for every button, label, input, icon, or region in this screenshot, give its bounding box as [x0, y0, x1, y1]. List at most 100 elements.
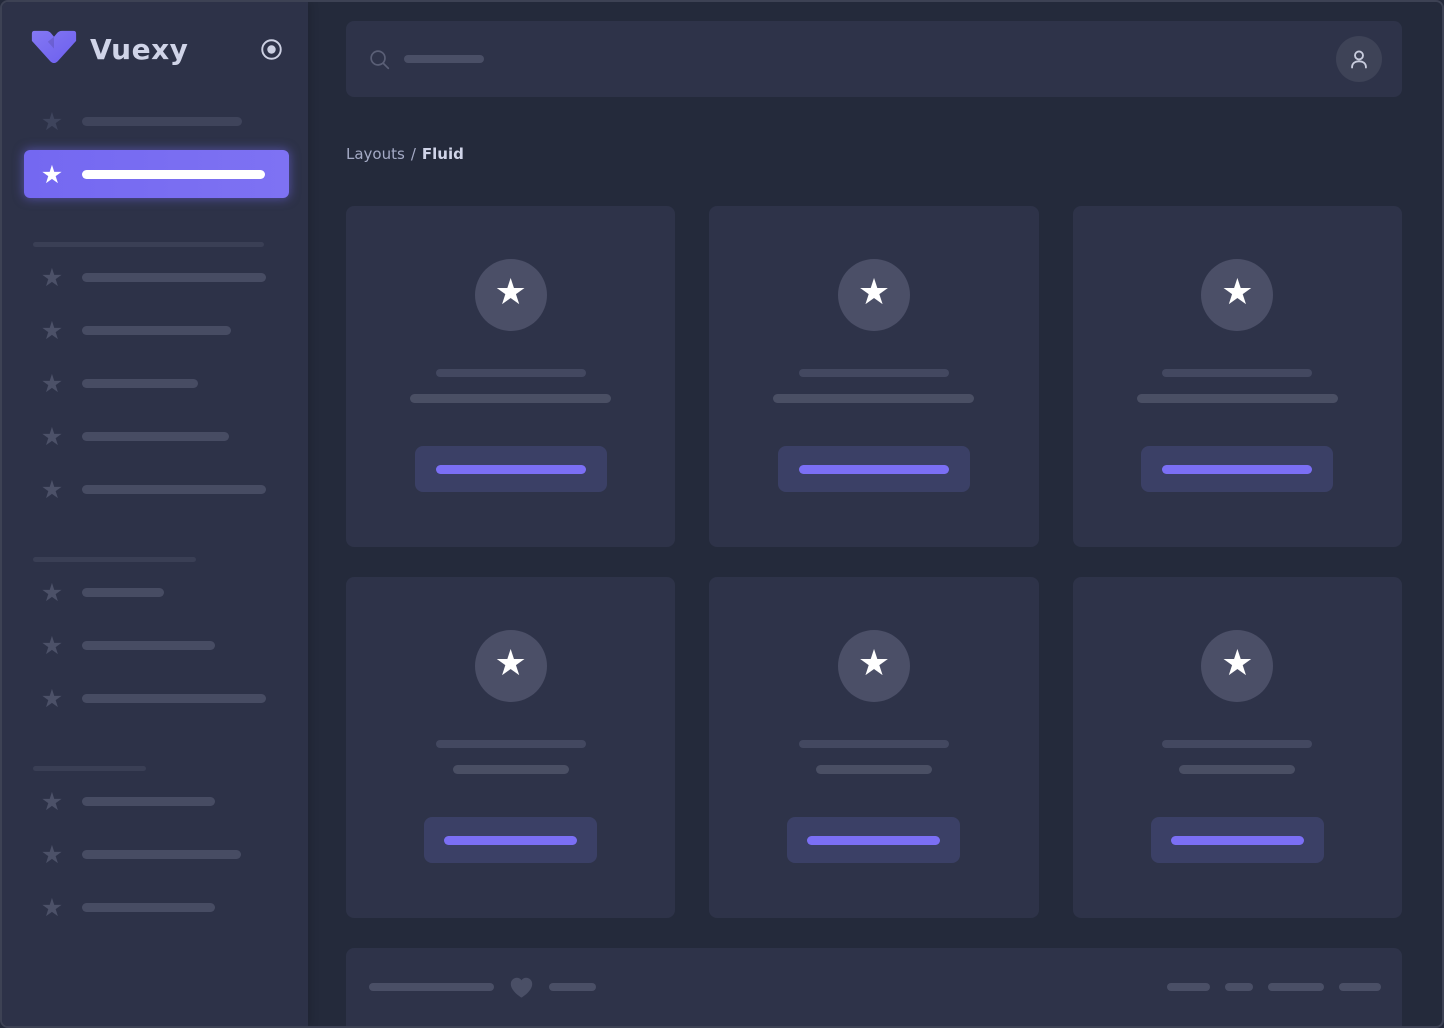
star-icon: ★	[40, 892, 64, 922]
sidebar-item[interactable]: ★	[24, 883, 289, 931]
card: ★	[709, 206, 1039, 547]
card-subtitle-placeholder	[452, 765, 569, 774]
star-icon: ★	[40, 786, 64, 816]
card-button[interactable]	[414, 446, 607, 492]
card-avatar: ★	[474, 630, 547, 702]
card-avatar: ★	[1201, 630, 1274, 702]
star-icon: ★	[857, 272, 891, 313]
card: ★	[346, 577, 676, 918]
brand: Vuexy	[2, 2, 308, 97]
card-subtitle-placeholder	[410, 394, 612, 403]
menu-label-placeholder	[82, 484, 266, 494]
sidebar-item[interactable]: ★	[24, 777, 289, 825]
menu-label-placeholder	[82, 325, 231, 335]
button-label-placeholder	[807, 835, 941, 845]
menu-label-placeholder	[82, 116, 242, 126]
card-button[interactable]	[777, 446, 970, 492]
star-icon: ★	[857, 643, 891, 684]
sidebar-item[interactable]: ★	[24, 359, 289, 407]
breadcrumb-parent[interactable]: Layouts	[346, 145, 405, 163]
sidebar-item[interactable]: ★	[24, 97, 289, 145]
breadcrumb: Layouts / Fluid	[346, 144, 1402, 164]
footer-link-placeholder	[1339, 983, 1381, 991]
card-title-placeholder	[798, 369, 949, 377]
breadcrumb-separator: /	[410, 145, 416, 163]
menu-label-placeholder	[82, 902, 215, 912]
star-icon: ★	[40, 159, 64, 189]
search-icon	[368, 48, 391, 71]
menu-label-placeholder	[82, 849, 241, 859]
main-content: Layouts / Fluid ★ ★ ★ ★	[308, 2, 1442, 1026]
menu-label-placeholder	[82, 169, 265, 179]
sidebar-item-active[interactable]: ★	[24, 150, 289, 198]
sidebar-item[interactable]: ★	[24, 674, 289, 722]
sidebar-section-divider	[33, 766, 146, 771]
card: ★	[709, 577, 1039, 918]
star-icon: ★	[40, 474, 64, 504]
card-avatar: ★	[837, 259, 910, 331]
star-icon: ★	[40, 683, 64, 713]
card: ★	[1072, 206, 1402, 547]
star-icon: ★	[494, 643, 527, 684]
card: ★	[1072, 577, 1402, 918]
star-icon: ★	[40, 368, 64, 398]
radio-dot-icon	[261, 39, 282, 60]
menu-label-placeholder	[82, 693, 266, 703]
star-icon: ★	[40, 315, 64, 345]
footer	[346, 948, 1402, 1026]
menu-label-placeholder	[82, 796, 215, 806]
footer-link-placeholder	[1167, 983, 1210, 991]
card-button[interactable]	[424, 817, 598, 863]
search-bar[interactable]	[346, 21, 1402, 97]
card-title-placeholder	[1162, 740, 1313, 748]
footer-left	[369, 975, 596, 999]
sidebar-item[interactable]: ★	[24, 253, 289, 301]
card-subtitle-placeholder	[815, 765, 932, 774]
star-icon: ★	[40, 421, 64, 451]
star-icon: ★	[1221, 643, 1254, 684]
menu-collapse-toggle[interactable]	[259, 37, 284, 62]
footer-link-placeholder	[1225, 983, 1253, 991]
sidebar-menu: ★ ★ ★ ★ ★ ★ ★ ★ ★ ★ ★ ★ ★	[2, 97, 308, 931]
card-subtitle-placeholder	[773, 394, 975, 403]
card: ★	[346, 206, 676, 547]
button-label-placeholder	[1162, 464, 1313, 474]
vuexy-logo-icon	[31, 30, 77, 64]
cards-grid: ★ ★ ★ ★ ★	[346, 206, 1402, 918]
sidebar-item[interactable]: ★	[24, 621, 289, 669]
footer-link-placeholder	[1268, 983, 1324, 991]
sidebar: Vuexy ★ ★ ★ ★ ★ ★ ★ ★ ★	[2, 2, 308, 1026]
card-button[interactable]	[1150, 817, 1324, 863]
sidebar-item[interactable]: ★	[24, 306, 289, 354]
card-subtitle-placeholder	[1136, 394, 1338, 403]
button-label-placeholder	[798, 464, 949, 474]
menu-label-placeholder	[82, 587, 164, 597]
brand-name: Vuexy	[90, 33, 189, 66]
card-title-placeholder	[435, 369, 586, 377]
footer-right	[1167, 983, 1381, 991]
brand-link[interactable]: Vuexy	[31, 30, 188, 69]
card-title-placeholder	[1162, 369, 1313, 377]
breadcrumb-current: Fluid	[421, 145, 464, 163]
user-avatar-button[interactable]	[1336, 36, 1382, 82]
button-label-placeholder	[1170, 835, 1304, 845]
card-title-placeholder	[435, 740, 586, 748]
star-icon: ★	[1221, 272, 1254, 313]
star-icon: ★	[40, 106, 64, 136]
card-avatar: ★	[837, 630, 910, 702]
menu-label-placeholder	[82, 640, 215, 650]
star-icon: ★	[494, 272, 527, 313]
sidebar-item[interactable]: ★	[24, 412, 289, 460]
button-label-placeholder	[435, 464, 586, 474]
card-button[interactable]	[787, 817, 961, 863]
card-button[interactable]	[1141, 446, 1334, 492]
star-icon: ★	[40, 577, 64, 607]
footer-text-placeholder	[549, 983, 596, 991]
menu-label-placeholder	[82, 378, 198, 388]
sidebar-item[interactable]: ★	[24, 465, 289, 513]
sidebar-item[interactable]: ★	[24, 830, 289, 878]
sidebar-item[interactable]: ★	[24, 568, 289, 616]
card-avatar: ★	[1201, 259, 1274, 331]
menu-label-placeholder	[82, 272, 266, 282]
